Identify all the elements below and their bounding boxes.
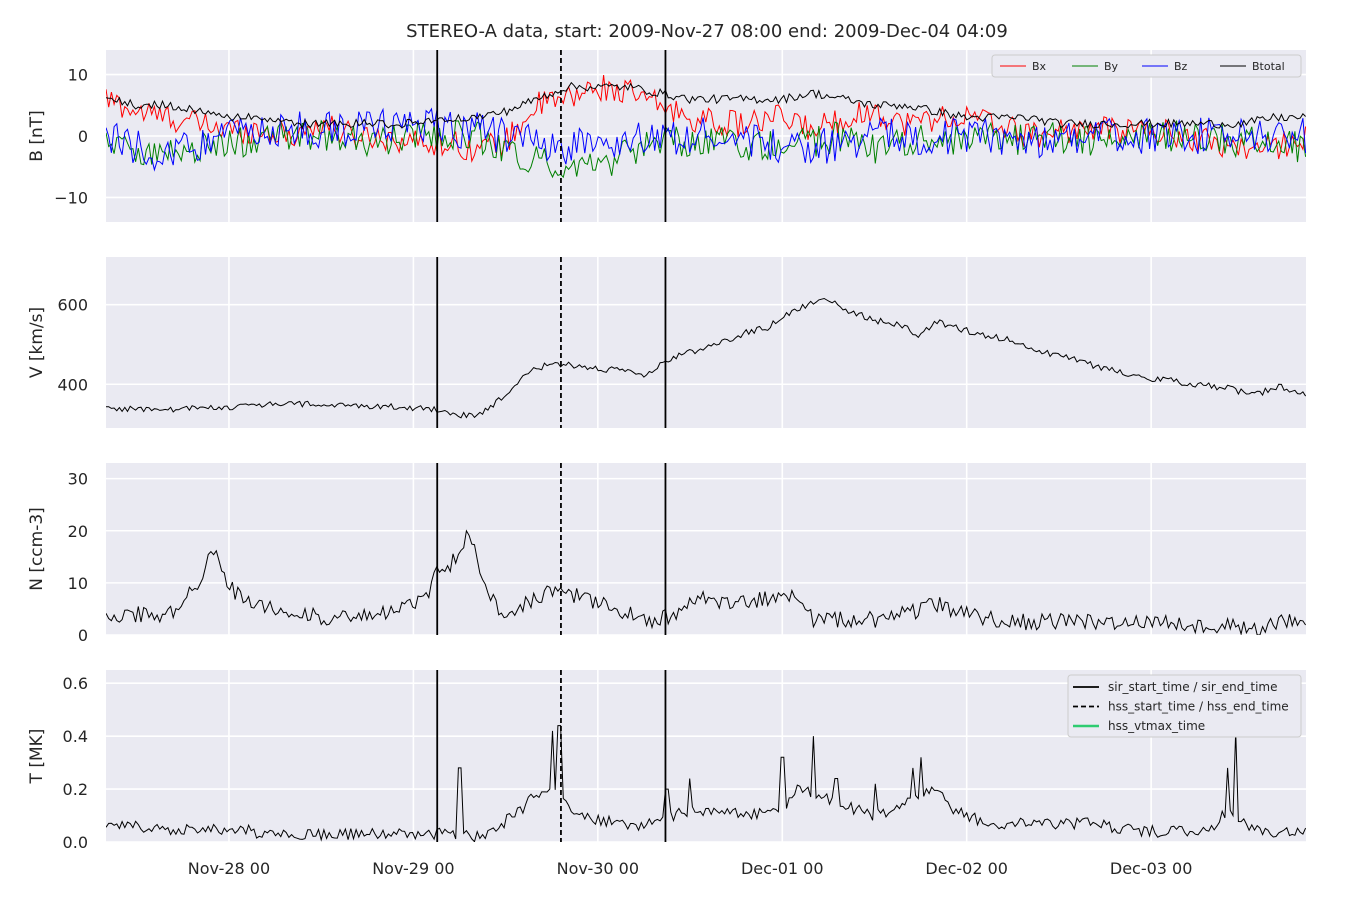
y-tick-label: 30 [68, 470, 88, 489]
plot-area [106, 463, 1306, 635]
btotal-series-line [106, 81, 1306, 130]
y-tick-label: 10 [68, 574, 88, 593]
n-series-line [106, 529, 1306, 635]
x-tick-label: Dec-02 00 [925, 859, 1008, 878]
y-tick-label: 0 [78, 127, 88, 146]
legend-box [1067, 674, 1302, 738]
y-tick-label: 0.4 [63, 727, 88, 746]
x-tick-label: Dec-01 00 [741, 859, 824, 878]
v-series-line [106, 297, 1306, 419]
legend-label: Bx [1032, 60, 1047, 73]
y-axis-label: T [MK] [27, 729, 47, 785]
legend-label: Btotal [1252, 60, 1285, 73]
x-tick-label: Dec-03 00 [1110, 859, 1193, 878]
panel-N: 30 20 10 0 N [ccm-3] [27, 463, 1306, 645]
panel-V: 600 400 V [km/s] [27, 257, 1306, 428]
legend-label: sir_start_time / sir_end_time [1108, 680, 1278, 694]
panel-T: Nov-28 00 Nov-29 00 Nov-30 00 Dec-01 00 Dec-… [27, 670, 1306, 878]
panels: 10 0 −10 B [nT] Bx By Bz Btotal 600 400 V [km/s] 30… [27, 50, 1306, 878]
y-tick-label: −10 [54, 188, 88, 207]
y-tick-label: 0.0 [63, 833, 88, 852]
legend-label: By [1104, 60, 1119, 73]
chart-title: STEREO-A data, start: 2009-Nov-27 08:00 … [406, 21, 1008, 42]
y-tick-label: 20 [68, 522, 88, 541]
x-tick-label: Nov-29 00 [372, 859, 454, 878]
legend-label: hss_vtmax_time [1108, 719, 1205, 733]
plot-area [106, 257, 1306, 428]
y-tick-label: 10 [68, 66, 88, 85]
y-tick-label: 0 [78, 626, 88, 645]
y-tick-label: 0.2 [63, 780, 88, 799]
bz-series-line [106, 107, 1306, 172]
panel-B: 10 0 −10 B [nT] Bx By Bz Btotal [27, 50, 1306, 222]
y-axis-label: N [ccm-3] [27, 507, 47, 591]
legend-label: hss_start_time / hss_end_time [1108, 700, 1289, 714]
y-tick-label: 600 [57, 296, 88, 315]
y-tick-label: 400 [57, 375, 88, 394]
y-axis-label: V [km/s] [27, 307, 47, 378]
series-group [106, 725, 1306, 842]
x-tick-label: Nov-28 00 [188, 859, 270, 878]
series-group [106, 75, 1306, 179]
series-group [106, 529, 1306, 635]
legend-label: Bz [1174, 60, 1188, 73]
y-axis-label: B [nT] [27, 110, 47, 162]
y-tick-label: 0.6 [63, 674, 88, 693]
series-group [106, 297, 1306, 419]
t-series-line [106, 725, 1306, 842]
x-tick-label: Nov-30 00 [557, 859, 639, 878]
